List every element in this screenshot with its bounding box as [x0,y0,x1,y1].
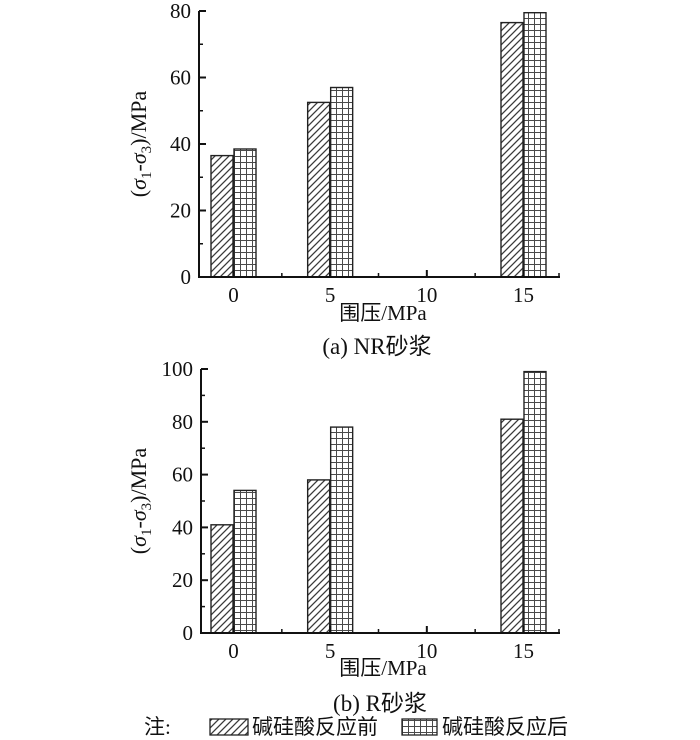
chart-a-xaxis-label: 围压/MPa [339,301,427,325]
x-tick-label: 15 [513,283,534,307]
x-tick-label: 10 [416,283,437,307]
y-tick-label: 40 [172,515,193,539]
y-tick-label: 60 [172,463,193,487]
chart-a-caption: (a) NR砂浆 [322,334,431,359]
bar-碱硅酸反应后-x5 [329,426,354,634]
bar-碱硅酸反应前-x15 [500,21,524,278]
legend-prefix: 注: [144,715,171,739]
x-tick-label: 0 [228,639,239,663]
x-tick-label: 0 [228,283,239,307]
y-tick-label: 80 [172,410,193,434]
legend: 注: 碱硅酸反应前 碱硅酸反应后 [144,715,568,739]
grid-hatch-swatch-icon [401,718,438,736]
y-tick-label: 20 [172,568,193,592]
x-tick-label: 5 [325,283,336,307]
y-tick-label: 80 [170,0,191,23]
chart-b-r-plot: 0 20 40 60 80 100 0 5 10 15 (σ1-σ3)/MPa [126,357,560,663]
bar-碱硅酸反应后-x0 [233,148,257,278]
y-axis-label: (σ1-σ3)/MPa [126,448,155,555]
y-tick-label: 0 [183,621,194,645]
bar-碱硅酸反应后-x15 [523,370,547,634]
bar-碱硅酸反应前-x5 [306,479,331,634]
y-tick-label: 100 [162,357,194,381]
x-tick-label: 10 [416,639,437,663]
bar-碱硅酸反应后-x5 [329,86,354,278]
bar-碱硅酸反应后-x0 [233,489,257,634]
y-tick-label: 60 [170,66,191,90]
x-tick-label: 15 [513,639,534,663]
bar-碱硅酸反应前-x5 [306,101,331,278]
x-tick-label: 5 [325,639,336,663]
bar-碱硅酸反应前-x0 [210,524,234,634]
y-axis-label: (σ1-σ3)/MPa [126,91,155,198]
legend-label-before: 碱硅酸反应前 [252,715,378,739]
bar-碱硅酸反应前-x0 [210,154,234,278]
legend-label-after: 碱硅酸反应后 [442,715,568,739]
bar-碱硅酸反应前-x15 [500,418,524,634]
y-tick-label: 0 [181,265,192,289]
y-tick-label: 20 [170,199,191,223]
y-tick-label: 40 [170,132,191,156]
chart-b-xaxis-label: 围压/MPa [339,656,427,680]
chart-a-nr-plot: 0 20 40 60 80 0 5 10 15 (σ1-σ3)/MPa [126,0,560,307]
diagonal-hatch-swatch-icon [209,718,249,736]
chart-b-caption: (b) R砂浆 [333,691,427,716]
bar-碱硅酸反应后-x15 [523,11,547,278]
